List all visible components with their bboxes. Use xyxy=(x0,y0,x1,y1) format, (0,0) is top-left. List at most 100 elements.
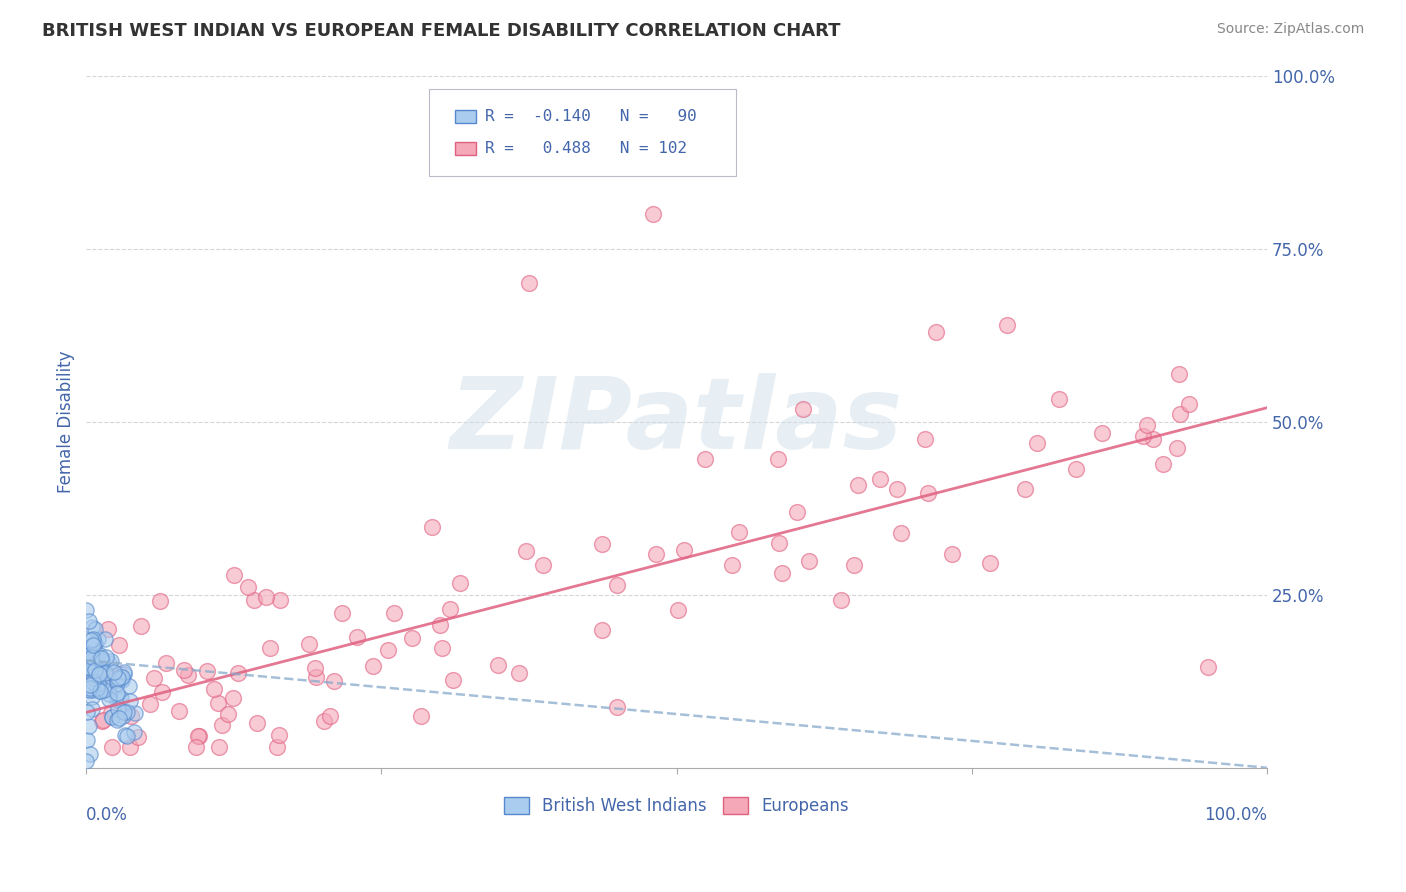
Point xyxy=(770,566,793,580)
Point xyxy=(101,665,124,679)
Point xyxy=(111,673,134,687)
Point xyxy=(1136,417,1159,432)
Point xyxy=(1014,482,1036,496)
Point xyxy=(77,659,100,673)
Point xyxy=(606,577,628,591)
Point xyxy=(228,666,250,681)
Point xyxy=(86,655,108,669)
Point xyxy=(259,641,281,656)
Point xyxy=(91,676,114,690)
Point xyxy=(1049,392,1071,406)
Point xyxy=(346,630,368,644)
Point xyxy=(673,542,696,557)
Point xyxy=(91,683,114,698)
Point xyxy=(844,558,866,573)
Point xyxy=(80,701,103,715)
Point xyxy=(1167,367,1189,381)
Point xyxy=(766,451,789,466)
Point xyxy=(995,318,1018,332)
Text: 0.0%: 0.0% xyxy=(86,805,128,824)
Point xyxy=(411,709,433,723)
Point xyxy=(449,576,471,591)
Y-axis label: Female Disability: Female Disability xyxy=(58,351,75,493)
Point xyxy=(79,648,101,663)
Point xyxy=(75,603,97,617)
Point xyxy=(207,696,229,710)
Point xyxy=(89,648,111,663)
Point xyxy=(641,207,664,221)
Point xyxy=(221,691,243,706)
Point xyxy=(111,670,134,684)
Point xyxy=(1142,432,1164,446)
Point xyxy=(830,593,852,607)
Point xyxy=(79,681,101,695)
Point xyxy=(925,325,948,339)
Point xyxy=(75,655,97,669)
Point xyxy=(83,658,105,673)
Point xyxy=(167,704,190,718)
Point xyxy=(869,472,891,486)
Point xyxy=(236,580,259,594)
Text: ZIPatlas: ZIPatlas xyxy=(450,373,903,470)
Point xyxy=(84,663,107,677)
Point xyxy=(115,729,138,743)
Point xyxy=(721,558,744,573)
Point xyxy=(430,640,453,655)
Text: R =   0.488   N = 102: R = 0.488 N = 102 xyxy=(485,141,688,156)
Point xyxy=(94,665,117,680)
Point xyxy=(645,548,668,562)
Point xyxy=(304,661,326,675)
Point xyxy=(105,673,128,687)
Point xyxy=(100,710,122,724)
Point xyxy=(695,451,717,466)
Point xyxy=(97,657,120,671)
Point xyxy=(112,667,135,681)
Point xyxy=(187,730,209,744)
Point xyxy=(77,614,100,628)
Point xyxy=(187,729,209,743)
Point xyxy=(1064,462,1087,476)
Point xyxy=(382,606,405,620)
Point xyxy=(246,716,269,731)
Point xyxy=(90,654,112,668)
Point xyxy=(204,681,226,696)
Point xyxy=(82,632,104,647)
Point xyxy=(886,483,908,497)
Point xyxy=(79,665,101,679)
FancyBboxPatch shape xyxy=(454,143,475,155)
Point xyxy=(100,710,122,724)
Text: 100.0%: 100.0% xyxy=(1204,805,1267,824)
Point xyxy=(792,402,814,417)
Point xyxy=(87,667,110,681)
Point xyxy=(890,525,912,540)
Point xyxy=(89,683,111,698)
Point xyxy=(103,665,125,680)
Text: Source: ZipAtlas.com: Source: ZipAtlas.com xyxy=(1216,22,1364,37)
Point xyxy=(100,706,122,721)
Point xyxy=(122,725,145,739)
Point xyxy=(420,520,443,534)
Point xyxy=(118,679,141,693)
Point xyxy=(107,711,129,725)
Point xyxy=(94,632,117,646)
Point xyxy=(98,692,121,706)
Point xyxy=(508,665,530,680)
Point xyxy=(115,705,138,719)
Point xyxy=(127,730,149,744)
Point xyxy=(429,618,451,632)
Point xyxy=(799,554,821,568)
Point xyxy=(77,683,100,698)
Point xyxy=(111,709,134,723)
Point xyxy=(97,680,120,694)
Point xyxy=(120,694,142,708)
Point xyxy=(666,603,689,617)
Point xyxy=(319,708,342,723)
Point xyxy=(177,667,200,681)
Point xyxy=(486,657,509,672)
Point xyxy=(89,651,111,665)
Point xyxy=(84,663,107,677)
Point xyxy=(87,632,110,647)
Point xyxy=(80,632,103,647)
Point xyxy=(914,432,936,446)
Point xyxy=(94,649,117,664)
